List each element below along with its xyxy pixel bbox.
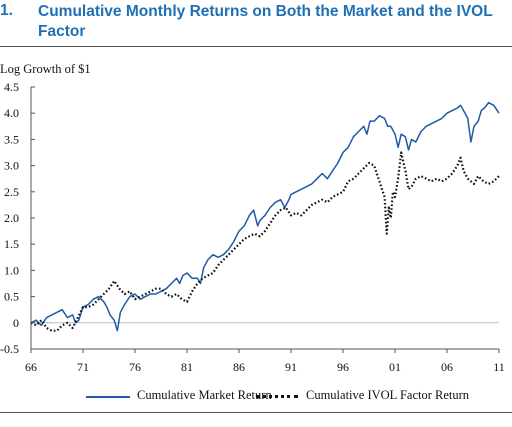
x-tick-label: 96 — [337, 360, 349, 374]
series-ivol-line — [30, 151, 500, 332]
x-tick-label: 91 — [285, 360, 297, 374]
y-tick-label: 4.0 — [4, 106, 19, 120]
chart-title-line2: Factor — [38, 23, 86, 40]
y-tick-label: 3.5 — [4, 132, 19, 146]
series-market-line — [30, 101, 500, 332]
chart-axes — [30, 87, 499, 350]
legend-market-swatch — [86, 396, 130, 398]
y-tick-label: 1.0 — [4, 263, 19, 277]
y-tick-label: 4.5 — [4, 80, 19, 94]
bottom-rule — [0, 412, 512, 413]
legend-ivol-swatch — [256, 395, 298, 398]
y-tick-label: -0.5 — [0, 342, 19, 356]
chart-title-line1: Cumulative Monthly Returns on Both the M… — [38, 3, 493, 20]
y-tick-label: 0.5 — [4, 290, 19, 304]
y-tick-label: 2.0 — [4, 211, 19, 225]
legend-ivol-label: Cumulative IVOL Factor Return — [306, 388, 470, 402]
x-tick-label: 01 — [389, 360, 401, 374]
y-axis-label: Log Growth of $1 — [0, 62, 91, 76]
x-tick-label: 06 — [441, 360, 453, 374]
legend: Cumulative Market Return Cumulative IVOL… — [0, 387, 512, 407]
x-tick-label: 81 — [181, 360, 193, 374]
x-tick-label: 76 — [129, 360, 141, 374]
chart-series — [30, 101, 500, 332]
y-tick-label: 2.5 — [4, 185, 19, 199]
x-tick-label: 11 — [493, 360, 505, 374]
x-tick-label: 86 — [233, 360, 245, 374]
legend-market-label: Cumulative Market Return — [137, 388, 272, 402]
y-tick-label: 3.0 — [4, 159, 19, 173]
x-tick-label: 71 — [77, 360, 89, 374]
chart-ticks: -0.5 0 0.5 1.0 1.5 2.0 2.5 3.0 3.5 4.0 4.5 66 71 76 81… — [0, 80, 505, 374]
y-tick-label: 1.5 — [4, 237, 19, 251]
x-tick-label: 66 — [25, 360, 37, 374]
top-rule — [0, 46, 512, 47]
figure-number: 1. — [0, 2, 13, 19]
chart-title: Cumulative Monthly Returns on Both the M… — [38, 2, 512, 42]
y-tick-label: 0 — [13, 316, 19, 330]
